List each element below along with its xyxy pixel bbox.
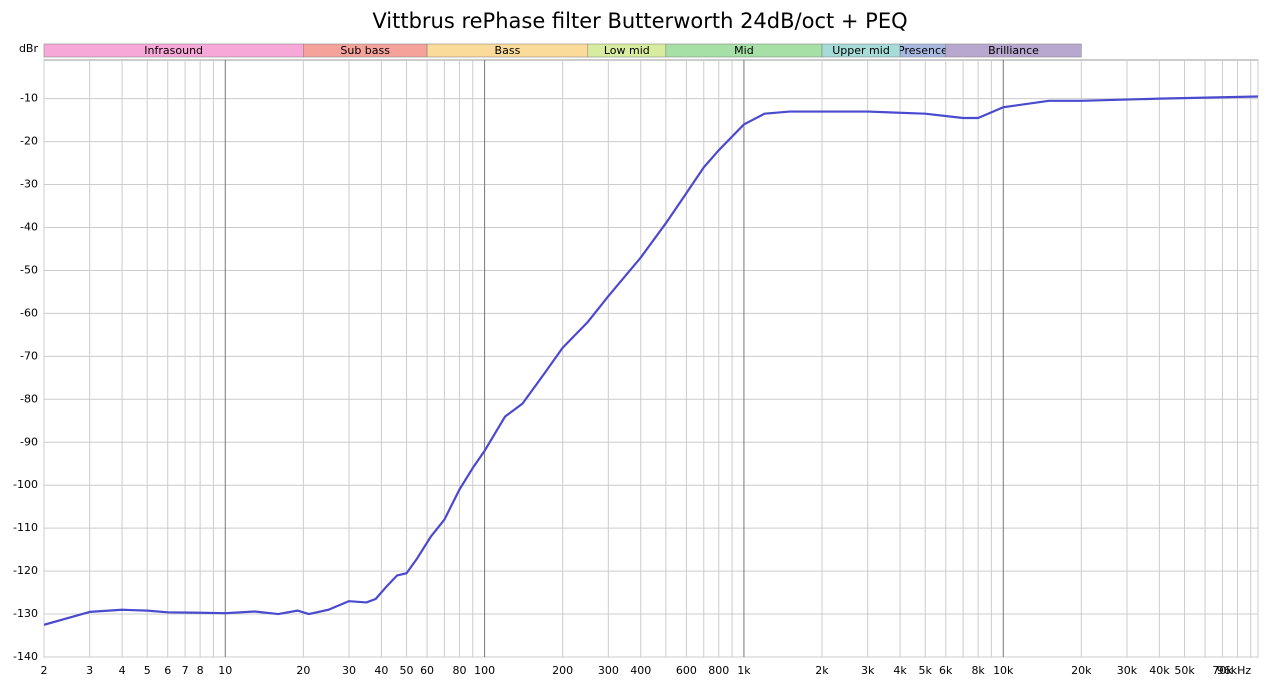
x-tick-label: 1k	[737, 664, 751, 677]
x-tick-label: 10	[218, 664, 232, 677]
x-tick-label: 8	[197, 664, 204, 677]
x-tick-label: 400	[630, 664, 651, 677]
band-label: Sub bass	[340, 44, 390, 57]
x-tick-label: 96kHz	[1217, 664, 1252, 677]
x-tick-label: 7	[182, 664, 189, 677]
y-tick-label: -60	[20, 306, 38, 319]
x-tick-label: 6k	[939, 664, 953, 677]
plot-area	[43, 59, 1259, 658]
x-tick-label: 200	[552, 664, 573, 677]
x-tick-label: 40	[374, 664, 388, 677]
x-tick-label: 5	[144, 664, 151, 677]
x-tick-label: 5k	[919, 664, 933, 677]
x-tick-label: 6	[164, 664, 171, 677]
x-tick-label: 300	[598, 664, 619, 677]
x-tick-label: 4	[119, 664, 126, 677]
x-tick-label: 8k	[971, 664, 985, 677]
x-tick-label: 800	[708, 664, 729, 677]
x-tick-label: 3k	[861, 664, 875, 677]
x-tick-label: 80	[452, 664, 466, 677]
band-label: Low mid	[604, 44, 650, 57]
x-tick-label: 50k	[1174, 664, 1195, 677]
band-label: Bass	[495, 44, 521, 57]
x-tick-label: 50	[400, 664, 414, 677]
x-tick-label: 30k	[1117, 664, 1138, 677]
band-label: Mid	[734, 44, 754, 57]
band	[945, 43, 1082, 58]
y-tick-label: -30	[20, 178, 38, 191]
y-tick-label: -20	[20, 135, 38, 148]
x-tick-label: 40k	[1149, 664, 1170, 677]
x-tick-label: 2k	[815, 664, 829, 677]
response-line	[44, 95, 1258, 626]
y-tick-label: -10	[20, 92, 38, 105]
x-tick-label: 70k	[1212, 664, 1233, 677]
band-label: Upper mid	[832, 44, 890, 57]
chart-title: Vittbrus rePhase filter Butterworth 24dB…	[372, 9, 907, 33]
y-tick-label: -50	[20, 263, 38, 276]
x-tick-label: 2	[41, 664, 48, 677]
y-tick-label: -120	[13, 564, 38, 577]
y-tick-label: -140	[13, 650, 38, 663]
plot-clip-group	[44, 95, 1258, 626]
x-tick-label: 20	[296, 664, 310, 677]
x-tick-label: 4k	[893, 664, 907, 677]
x-tick-label: 10k	[993, 664, 1014, 677]
y-tick-label: -130	[13, 607, 38, 620]
band-label: Infrasound	[144, 44, 203, 57]
x-tick-label: 20k	[1071, 664, 1092, 677]
x-tick-label: 3	[86, 664, 93, 677]
x-tick-label: 100	[474, 664, 495, 677]
y-tick-label: -90	[20, 435, 38, 448]
y-axis-label: dBr	[19, 42, 39, 55]
y-tick-label: -80	[20, 392, 38, 405]
x-tick-label: 600	[676, 664, 697, 677]
band-label: Presence	[898, 44, 948, 57]
x-tick-label: 60	[420, 664, 434, 677]
y-tick-label: -110	[13, 521, 38, 534]
y-tick-label: -100	[13, 478, 38, 491]
y-tick-label: -40	[20, 221, 38, 234]
y-tick-label: -70	[20, 349, 38, 362]
band-label: Brilliance	[988, 44, 1039, 57]
x-tick-label: 30	[342, 664, 356, 677]
